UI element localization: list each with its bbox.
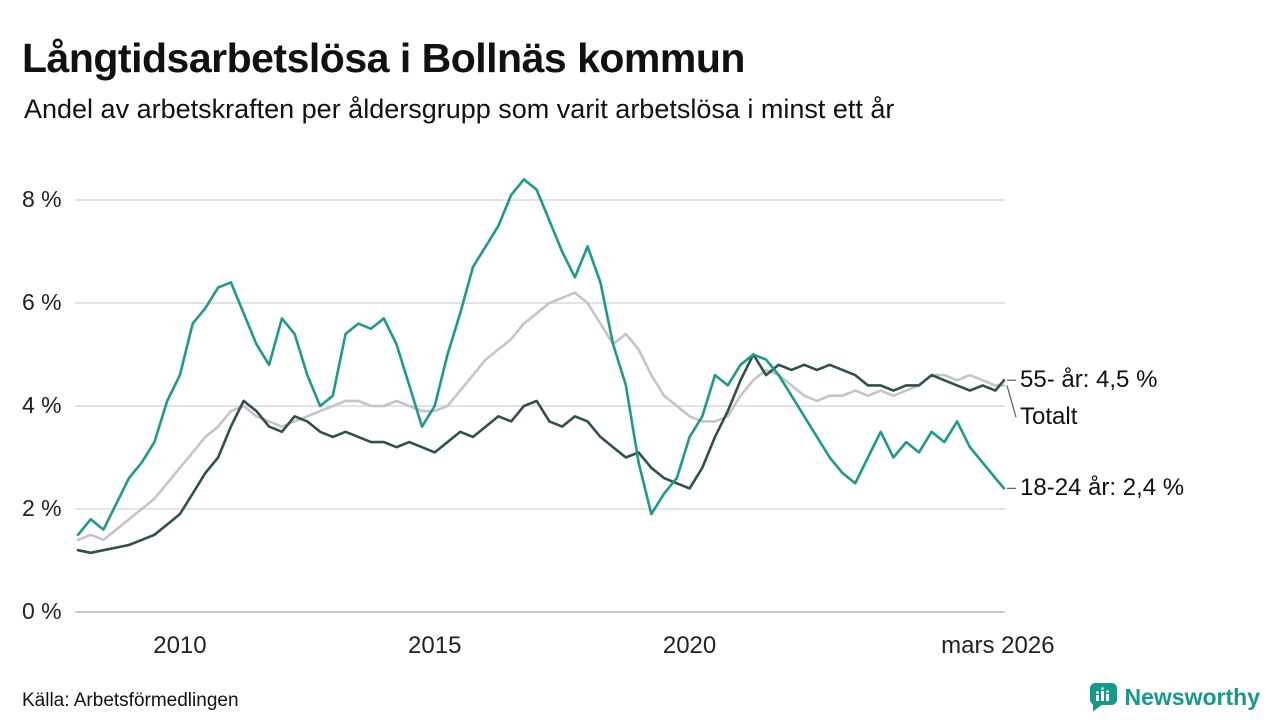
chart-title: Långtidsarbetslösa i Bollnäs kommun bbox=[22, 35, 745, 82]
source-note: Källa: Arbetsförmedlingen bbox=[22, 690, 239, 711]
newsworthy-brand-link[interactable]: Newsworthy bbox=[1088, 682, 1260, 712]
y-tick-label-2: 2 % bbox=[22, 494, 62, 521]
brand-wordmark: Newsworthy bbox=[1124, 683, 1260, 710]
y-tick-label-6: 6 % bbox=[22, 288, 62, 315]
series-line-55-r bbox=[76, 353, 1006, 555]
x-tick-label-mars-2026: mars 2026 bbox=[941, 632, 1055, 659]
y-tick-label-0: 0 % bbox=[22, 597, 62, 624]
x-tick-label-2010: 2010 bbox=[153, 632, 207, 659]
x-tick-label-2020: 2020 bbox=[662, 632, 717, 659]
series-line-18-24-r bbox=[76, 178, 1006, 537]
y-tick-label-8: 8 % bbox=[22, 185, 62, 212]
annotation-connector-totalt bbox=[1006, 385, 1017, 418]
annotation-label-totalt: Totalt bbox=[1020, 403, 1078, 431]
annotation-label-18-24-r: 18-24 år: 2,4 % bbox=[1020, 474, 1185, 502]
chart-subtitle: Andel av arbetskraften per åldersgrupp s… bbox=[24, 94, 895, 124]
newsworthy-logo-icon bbox=[1089, 683, 1117, 712]
x-tick-label-2015: 2015 bbox=[408, 632, 462, 659]
series-line-totalt bbox=[76, 291, 1006, 542]
y-tick-label-4: 4 % bbox=[22, 391, 62, 418]
annotation-label-55-r: 55- år: 4,5 % bbox=[1020, 366, 1158, 394]
